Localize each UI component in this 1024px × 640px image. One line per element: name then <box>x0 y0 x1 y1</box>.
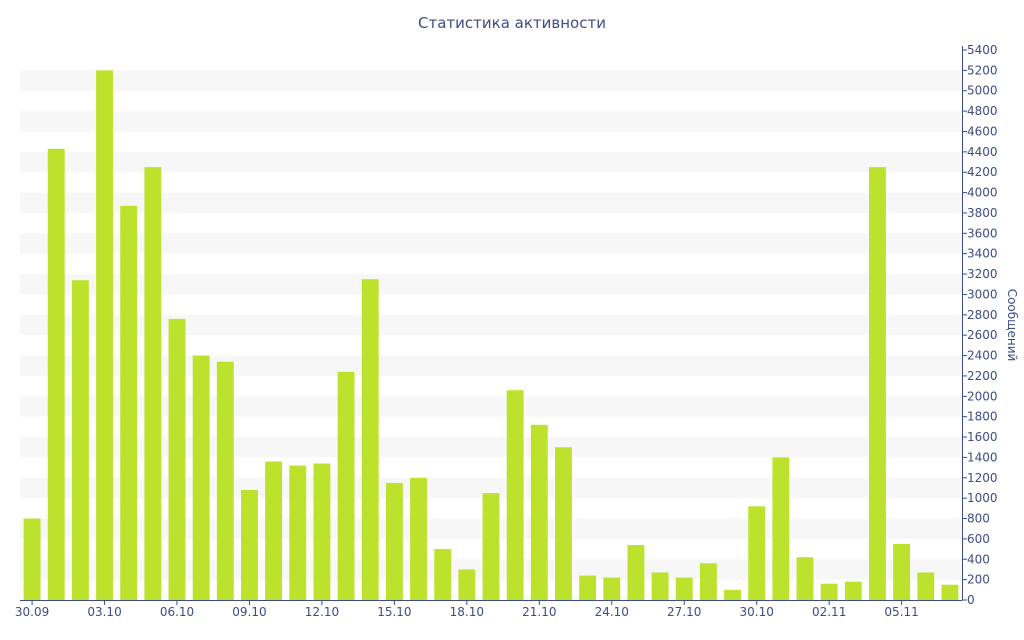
bar <box>772 457 790 600</box>
bar <box>313 463 331 600</box>
bar <box>796 557 814 600</box>
y-tick-label: 3400 <box>967 247 998 261</box>
bar <box>579 575 597 600</box>
bar <box>168 318 186 600</box>
bar <box>530 424 548 600</box>
chart-title: Статистика активности <box>418 14 606 32</box>
bar <box>603 577 621 600</box>
y-tick-label: 4800 <box>967 104 998 118</box>
x-tick-label: 03.10 <box>87 605 121 619</box>
bar <box>506 390 524 600</box>
bar <box>337 371 355 600</box>
x-tick-label: 15.10 <box>377 605 411 619</box>
bar <box>748 506 766 600</box>
x-tick-label: 21.10 <box>522 605 556 619</box>
bar <box>289 465 307 600</box>
y-tick-label: 4600 <box>967 124 998 138</box>
bar <box>699 563 717 600</box>
grid-band <box>20 355 962 376</box>
y-tick-label: 4400 <box>967 145 998 159</box>
bar <box>47 148 65 600</box>
bar <box>361 279 379 600</box>
x-tick-label: 09.10 <box>232 605 266 619</box>
bar <box>482 493 500 600</box>
x-tick-label: 05.11 <box>884 605 918 619</box>
bar <box>265 461 283 600</box>
y-tick-label: 1600 <box>967 430 998 444</box>
y-tick-label: 3800 <box>967 206 998 220</box>
grid-band <box>20 192 962 213</box>
y-tick-label: 2000 <box>967 389 998 403</box>
bar <box>192 355 210 600</box>
bar <box>120 205 138 601</box>
bar <box>844 581 862 600</box>
bar <box>555 447 572 600</box>
x-tick-label: 18.10 <box>450 605 484 619</box>
bar <box>893 543 911 600</box>
grid-band <box>20 396 962 417</box>
y-tick-label: 2200 <box>967 369 998 383</box>
y-tick-label: 4000 <box>967 186 998 200</box>
x-tick-label: 24.10 <box>595 605 629 619</box>
y-tick-label: 800 <box>967 512 990 526</box>
x-tick-label: 30.10 <box>740 605 774 619</box>
bar <box>216 361 234 600</box>
bar <box>434 549 452 600</box>
x-tick-label: 30.09 <box>15 605 49 619</box>
bar <box>941 584 959 600</box>
y-tick-label: 1000 <box>967 491 998 505</box>
y-tick-label: 2400 <box>967 349 998 363</box>
y-tick-label: 200 <box>967 573 990 587</box>
bar <box>410 477 427 600</box>
grid-band <box>20 437 962 458</box>
grid-band <box>20 151 962 173</box>
bar <box>675 577 693 600</box>
x-tick-label: 06.10 <box>160 605 194 619</box>
bar <box>385 482 403 600</box>
bar <box>144 167 162 600</box>
y-tick-label: 3200 <box>967 267 998 281</box>
bar <box>724 589 741 600</box>
y-tick-label: 2600 <box>967 328 998 342</box>
y-tick-label: 1800 <box>967 410 998 424</box>
bar <box>869 167 886 600</box>
y-tick-label: 1200 <box>967 471 998 485</box>
y-tick-label: 400 <box>967 552 990 566</box>
x-tick-label: 27.10 <box>667 605 701 619</box>
grid-band <box>20 314 962 336</box>
bar <box>96 70 113 601</box>
y-tick-label: 2800 <box>967 308 998 322</box>
bar <box>651 572 669 600</box>
grid-band <box>20 274 962 295</box>
y-tick-label: 5200 <box>967 63 998 77</box>
x-tick-label: 02.11 <box>812 605 846 619</box>
bar <box>627 545 645 600</box>
y-tick-label: 1400 <box>967 450 998 464</box>
x-tick-label: 12.10 <box>305 605 339 619</box>
bar <box>820 583 838 600</box>
bar <box>71 280 89 600</box>
y-tick-label: 5400 <box>967 43 998 57</box>
bar <box>23 518 41 600</box>
grid-band <box>20 111 962 132</box>
y-axis-label: Сообщений <box>1005 289 1019 362</box>
grid-band <box>20 233 962 254</box>
y-tick-label: 3600 <box>967 226 998 240</box>
y-tick-label: 4200 <box>967 165 998 179</box>
y-tick-label: 0 <box>967 593 975 607</box>
y-tick-label: 600 <box>967 532 990 546</box>
bar <box>241 490 258 600</box>
y-tick-label: 3000 <box>967 287 998 301</box>
y-tick-label: 5000 <box>967 84 998 98</box>
bar <box>917 572 935 600</box>
grid-band <box>20 70 962 91</box>
bar <box>458 569 476 600</box>
